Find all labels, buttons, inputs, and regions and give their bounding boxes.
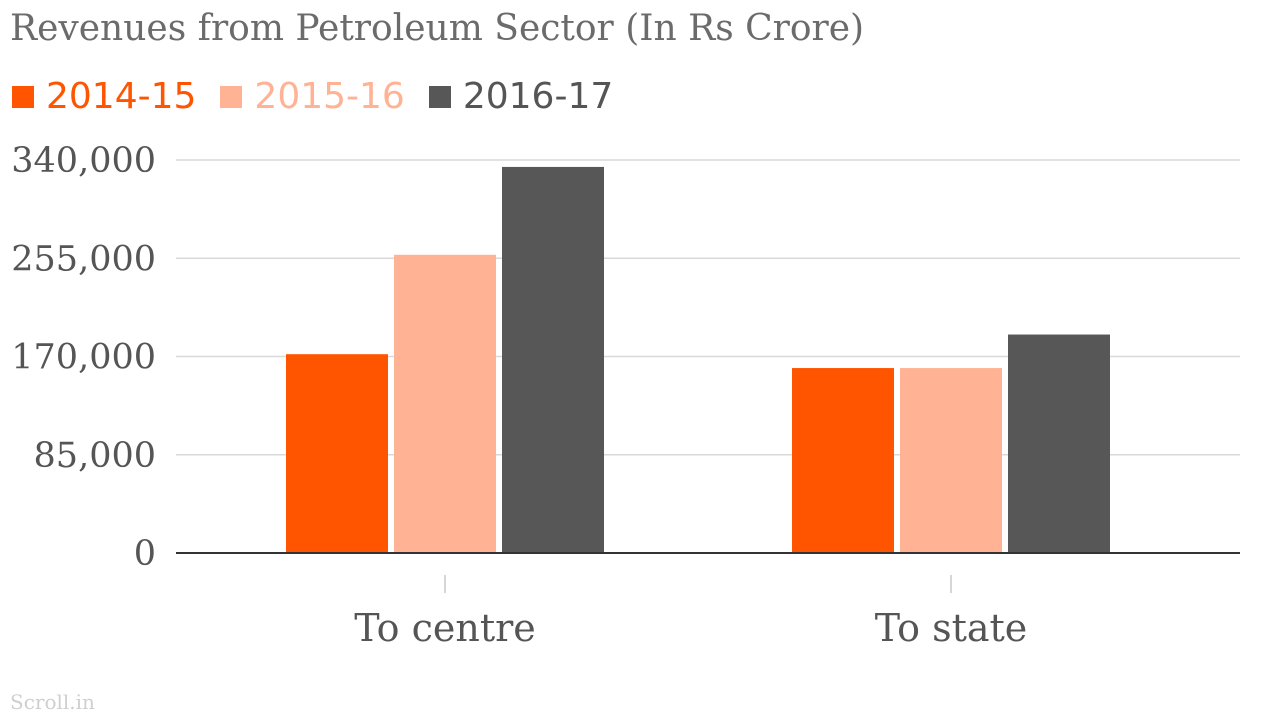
y-tick-label: 170,000 [11,338,156,378]
y-tick-label: 255,000 [11,239,156,279]
x-category-label: To centre [354,606,536,650]
chart-legend: 2014-15 2015-16 2016-17 [12,76,637,117]
bar-2016-17-to-state [1008,334,1110,553]
legend-swatch [12,85,34,108]
legend-label: 2016-17 [462,76,614,117]
bar-2016-17-to-centre [502,166,604,553]
y-tick-label: 0 [134,534,156,574]
bar-2014-15-to-centre [286,354,388,553]
legend-item: 2015-16 [220,76,405,117]
chart-title: Revenues from Petroleum Sector (In Rs Cr… [10,8,865,49]
x-category-label: To state [875,606,1028,650]
legend-item: 2016-17 [428,76,614,117]
legend-label: 2015-16 [254,76,405,117]
y-tick-label: 85,000 [34,436,156,476]
legend-swatch [220,85,243,108]
bar-2014-15-to-state [792,368,894,553]
bar-2015-16-to-state [900,368,1002,553]
source-credit: Scroll.in [10,690,95,714]
legend-swatch [428,85,451,108]
legend-item: 2014-15 [12,76,196,117]
bar-2015-16-to-centre [394,254,496,553]
y-tick-label: 340,000 [11,141,156,181]
legend-label: 2014-15 [46,76,197,117]
